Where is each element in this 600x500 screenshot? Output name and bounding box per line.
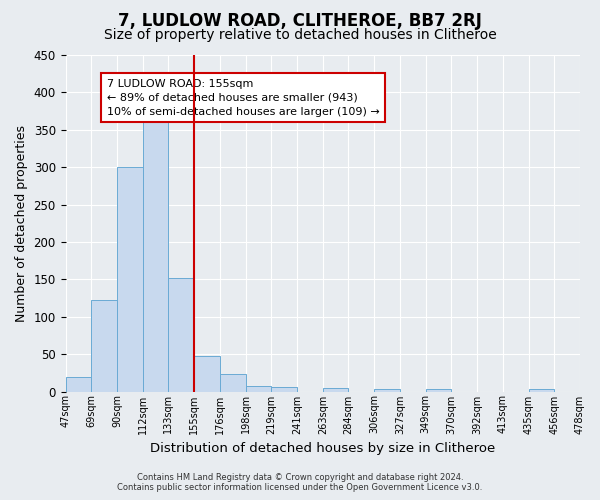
Bar [425,390,451,392]
Bar [245,386,271,392]
Bar [65,376,91,392]
X-axis label: Distribution of detached houses by size in Clitheroe: Distribution of detached houses by size … [150,442,496,455]
Y-axis label: Number of detached properties: Number of detached properties [15,125,28,322]
Bar [169,278,194,392]
Bar [117,167,143,392]
Text: Contains HM Land Registry data © Crown copyright and database right 2024.
Contai: Contains HM Land Registry data © Crown c… [118,473,482,492]
Text: 7, LUDLOW ROAD, CLITHEROE, BB7 2RJ: 7, LUDLOW ROAD, CLITHEROE, BB7 2RJ [118,12,482,30]
Bar [374,388,400,392]
Bar [271,387,297,392]
Bar [323,388,349,392]
Text: Size of property relative to detached houses in Clitheroe: Size of property relative to detached ho… [104,28,496,42]
Bar [143,122,169,392]
Bar [529,390,554,392]
Text: 7 LUDLOW ROAD: 155sqm
← 89% of detached houses are smaller (943)
10% of semi-det: 7 LUDLOW ROAD: 155sqm ← 89% of detached … [107,78,379,116]
Bar [91,300,117,392]
Bar [220,374,245,392]
Bar [194,356,220,392]
